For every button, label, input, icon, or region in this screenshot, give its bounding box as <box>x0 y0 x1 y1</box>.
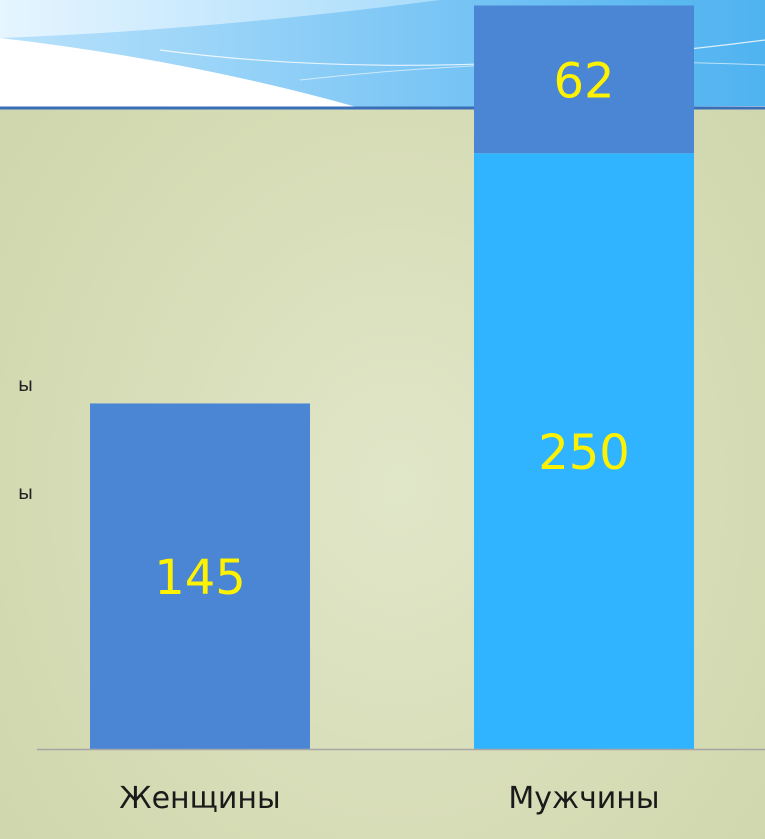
data-label-group: 145 250 62 <box>154 53 630 606</box>
legend-label: ы <box>17 482 33 504</box>
x-tick-label-1: Мужчины <box>508 781 659 816</box>
data-label-1-0: 250 <box>538 425 630 481</box>
bar-0-0 <box>90 403 310 749</box>
legend-label: ы <box>17 374 33 396</box>
x-tick-label-group: Женщины Мужчины <box>119 781 659 816</box>
data-label-0-0: 145 <box>154 550 246 606</box>
bar-group <box>90 5 694 749</box>
data-label-1-1: 62 <box>553 53 614 109</box>
x-tick-label-0: Женщины <box>119 781 280 816</box>
bar-1-0 <box>474 153 694 749</box>
bar-1-1 <box>474 5 694 154</box>
